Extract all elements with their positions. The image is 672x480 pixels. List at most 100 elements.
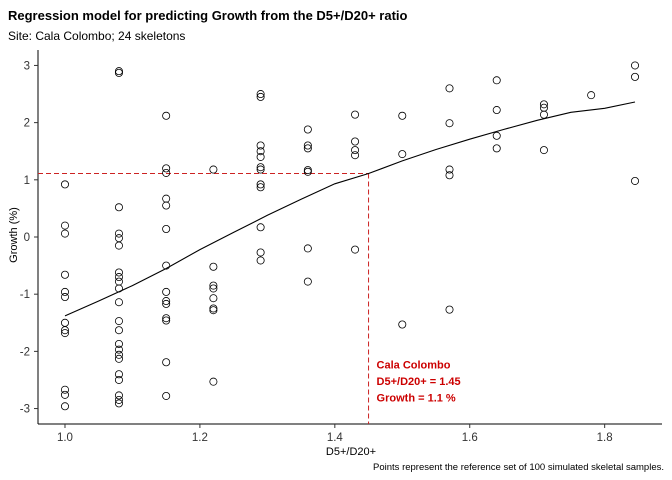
data-point <box>60 287 69 296</box>
y-tick-label: -3 <box>20 404 30 416</box>
data-point <box>162 297 171 306</box>
data-point <box>398 150 407 159</box>
data-point <box>114 67 123 76</box>
chart-subtitle: Site: Cala Colombo; 24 skeletons <box>8 29 185 43</box>
data-point <box>303 167 312 176</box>
data-point <box>162 224 171 233</box>
data-point <box>492 144 501 153</box>
data-point <box>256 183 265 192</box>
data-point <box>162 316 171 325</box>
data-point <box>256 141 265 150</box>
x-tick-label: 1.6 <box>462 432 478 444</box>
y-tick-label: 2 <box>24 118 30 130</box>
data-point <box>631 176 640 185</box>
data-point <box>60 402 69 411</box>
data-point <box>303 141 312 150</box>
data-point <box>256 223 265 232</box>
data-point <box>114 395 123 404</box>
data-point <box>114 277 123 286</box>
data-point <box>209 377 218 386</box>
data-point <box>351 151 360 160</box>
data-point <box>351 137 360 146</box>
data-point <box>60 221 69 230</box>
data-point <box>351 245 360 254</box>
data-point <box>256 147 265 156</box>
prediction-guides <box>38 173 370 424</box>
data-point <box>60 293 69 302</box>
data-point <box>303 277 312 286</box>
data-point <box>114 203 123 212</box>
data-point <box>209 304 218 313</box>
data-point <box>631 72 640 81</box>
data-point <box>209 165 218 174</box>
data-point <box>209 284 218 293</box>
data-point <box>492 76 501 85</box>
data-point <box>162 164 171 173</box>
annotation-ratio: D5+/D20+ = 1.45 <box>377 376 461 388</box>
data-point <box>351 146 360 155</box>
data-point <box>256 163 265 172</box>
x-axis-ticks: 1.0 1.2 1.4 1.6 1.8 <box>57 424 613 444</box>
x-tick-label: 1.2 <box>192 432 208 444</box>
data-point <box>539 110 548 119</box>
data-point <box>209 294 218 303</box>
chart-caption: Points represent the reference set of 10… <box>373 462 664 473</box>
y-tick-label: 3 <box>24 60 30 72</box>
data-point <box>162 111 171 120</box>
data-point <box>162 194 171 203</box>
data-point <box>445 305 454 314</box>
data-point <box>114 298 123 307</box>
data-point <box>114 273 123 282</box>
data-point <box>114 229 123 238</box>
data-points <box>60 61 640 411</box>
data-point <box>114 391 123 400</box>
data-point <box>114 326 123 335</box>
x-axis-label: D5+/D20+ <box>326 446 376 458</box>
data-point <box>114 399 123 408</box>
data-point <box>492 106 501 115</box>
data-point <box>162 201 171 210</box>
y-tick-label: -2 <box>20 346 30 358</box>
data-point <box>256 165 265 174</box>
data-point <box>60 270 69 279</box>
data-point <box>162 314 171 323</box>
data-point <box>539 100 548 109</box>
data-point <box>256 152 265 161</box>
data-point <box>303 166 312 175</box>
x-tick-label: 1.0 <box>57 432 73 444</box>
data-point <box>114 350 123 359</box>
data-point <box>256 248 265 257</box>
x-tick-label: 1.8 <box>597 432 613 444</box>
data-point <box>209 281 218 290</box>
plot-area: 1.0 1.2 1.4 1.6 1.8 -3 -2 -1 0 1 2 3 Cala Colombo … <box>20 50 662 444</box>
data-point <box>114 317 123 326</box>
data-point <box>398 111 407 120</box>
data-point <box>114 241 123 250</box>
data-point <box>209 262 218 271</box>
chart-title: Regression model for predicting Growth f… <box>8 8 408 23</box>
data-point <box>114 354 123 363</box>
data-point <box>445 165 454 174</box>
data-point <box>60 390 69 399</box>
data-point <box>303 144 312 153</box>
data-point <box>114 345 123 354</box>
data-point <box>60 318 69 327</box>
data-point <box>256 92 265 101</box>
data-point <box>162 168 171 177</box>
data-point <box>256 180 265 189</box>
data-point <box>60 385 69 394</box>
data-point <box>114 375 123 384</box>
data-point <box>256 256 265 265</box>
y-tick-label: -1 <box>20 289 30 301</box>
data-point <box>398 320 407 329</box>
data-point <box>445 119 454 128</box>
annotation-growth: Growth = 1.1 % <box>377 393 456 405</box>
y-axis-ticks: -3 -2 -1 0 1 2 3 <box>20 60 38 416</box>
data-point <box>60 329 69 338</box>
data-point <box>114 234 123 243</box>
data-point <box>60 180 69 189</box>
data-point <box>209 306 218 315</box>
data-point <box>303 125 312 134</box>
data-point <box>162 358 171 367</box>
